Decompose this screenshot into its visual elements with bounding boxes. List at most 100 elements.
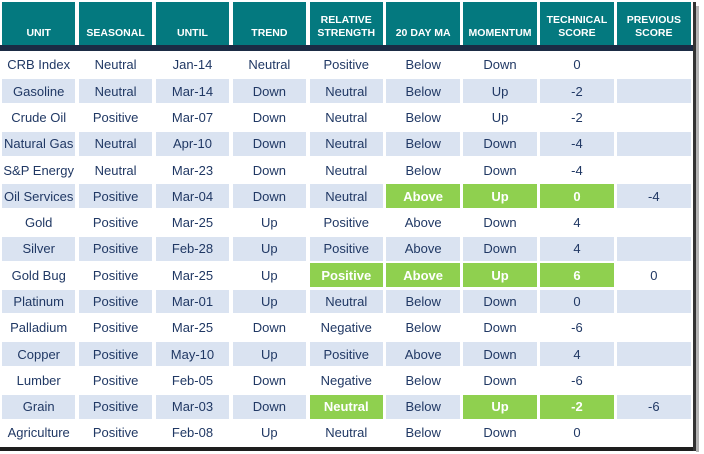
cell-trend: Down (232, 158, 307, 183)
cell-technical-score: -4 (540, 131, 614, 156)
column-header-label: 20 DAY MA (395, 27, 451, 39)
cell-momentum: Up (463, 184, 537, 209)
cell-seasonal: Positive (78, 210, 153, 235)
cell-20-day-ma: Below (386, 420, 460, 445)
cell-until: May-10 (155, 342, 230, 366)
column-header-momentum: MOMENTUM (463, 2, 537, 45)
cell-until: Mar-25 (155, 210, 230, 235)
cell-20-day-ma: Below (386, 79, 460, 104)
header-divider (0, 45, 696, 51)
cell-until: Mar-01 (155, 289, 230, 314)
cell-until: Jan-14 (155, 53, 230, 77)
cell-previous-score: -4 (617, 184, 691, 209)
column-header-label: PREVIOUS SCORE (626, 14, 681, 39)
cell-trend: Down (232, 184, 307, 209)
cell-until: Mar-25 (155, 315, 230, 340)
cell-seasonal: Neutral (78, 53, 153, 77)
cell-seasonal: Positive (78, 105, 153, 130)
cell-trend: Up (232, 289, 307, 314)
cell-momentum: Up (463, 79, 537, 104)
cell-20-day-ma: Below (386, 315, 460, 340)
cell-technical-score: -4 (540, 158, 614, 183)
cell-trend: Up (232, 236, 307, 261)
cell-relative-strength: Neutral (309, 420, 383, 445)
cell-unit: Lumber (2, 368, 76, 393)
cell-20-day-ma: Below (386, 105, 460, 130)
cell-previous-score (617, 105, 691, 130)
cell-relative-strength: Positive (309, 342, 383, 366)
table-header-row: UNIT SEASONAL UNTIL TREND RELATIVE STRENGTH 2… (2, 2, 691, 45)
cell-previous-score (617, 131, 691, 156)
cell-relative-strength: Neutral (309, 105, 383, 130)
cell-technical-score: 4 (540, 342, 614, 366)
table-right-shadow (696, 6, 699, 452)
cell-momentum: Down (463, 368, 537, 393)
column-header-seasonal: SEASONAL (78, 2, 153, 45)
cell-until: Mar-03 (155, 394, 230, 419)
column-header-technical-score: TECHNICAL SCORE (540, 2, 614, 45)
cell-relative-strength: Neutral (309, 131, 383, 156)
cell-unit: Copper (2, 342, 76, 366)
table-right-border (693, 2, 696, 451)
cell-momentum: Down (463, 210, 537, 235)
cell-unit: Gasoline (2, 79, 76, 104)
cell-previous-score (617, 210, 691, 235)
column-header-label: MOMENTUM (468, 27, 532, 39)
cell-momentum: Down (463, 420, 537, 445)
cell-20-day-ma: Above (386, 236, 460, 261)
cell-until: Mar-25 (155, 263, 230, 288)
cell-momentum: Down (463, 236, 537, 261)
cell-technical-score: 0 (540, 420, 614, 445)
cell-unit: Palladium (2, 315, 76, 340)
cell-momentum: Down (463, 289, 537, 314)
cell-previous-score (617, 53, 691, 77)
cell-20-day-ma: Below (386, 289, 460, 314)
cell-until: Mar-07 (155, 105, 230, 130)
cell-trend: Down (232, 315, 307, 340)
cell-relative-strength: Positive (309, 236, 383, 261)
cell-until: Feb-08 (155, 420, 230, 445)
cell-20-day-ma: Above (386, 210, 460, 235)
cell-trend: Up (232, 263, 307, 288)
cell-momentum: Up (463, 394, 537, 419)
column-header-label: TECHNICAL SCORE (546, 14, 608, 39)
cell-momentum: Down (463, 158, 537, 183)
column-header-label: SEASONAL (86, 27, 145, 39)
cell-relative-strength: Neutral (309, 158, 383, 183)
cell-seasonal: Positive (78, 289, 153, 314)
cell-momentum: Up (463, 105, 537, 130)
cell-seasonal: Positive (78, 394, 153, 419)
cell-trend: Up (232, 420, 307, 445)
cell-momentum: Down (463, 53, 537, 77)
cell-relative-strength: Neutral (309, 184, 383, 209)
cell-until: Apr-10 (155, 131, 230, 156)
cell-technical-score: 0 (540, 184, 614, 209)
cell-seasonal: Neutral (78, 158, 153, 183)
cell-momentum: Down (463, 315, 537, 340)
cell-seasonal: Positive (78, 184, 153, 209)
cell-previous-score: 0 (617, 263, 691, 288)
cell-trend: Up (232, 342, 307, 366)
cell-technical-score: -2 (540, 79, 614, 104)
column-header-20-day-ma: 20 DAY MA (386, 2, 460, 45)
cell-seasonal: Positive (78, 368, 153, 393)
cell-technical-score: -6 (540, 315, 614, 340)
table-bottom-border (0, 447, 696, 451)
column-header-trend: TREND (232, 2, 307, 45)
cell-until: Feb-28 (155, 236, 230, 261)
cell-relative-strength: Negative (309, 315, 383, 340)
cell-until: Mar-23 (155, 158, 230, 183)
cell-previous-score (617, 236, 691, 261)
cell-seasonal: Positive (78, 315, 153, 340)
cell-previous-score (617, 342, 691, 366)
cell-seasonal: Positive (78, 236, 153, 261)
cell-technical-score: 4 (540, 236, 614, 261)
cell-20-day-ma: Below (386, 394, 460, 419)
column-header-until: UNTIL (155, 2, 230, 45)
cell-20-day-ma: Below (386, 158, 460, 183)
cell-unit: Natural Gas (2, 131, 76, 156)
cell-seasonal: Neutral (78, 79, 153, 104)
cell-trend: Down (232, 79, 307, 104)
cell-seasonal: Neutral (78, 131, 153, 156)
